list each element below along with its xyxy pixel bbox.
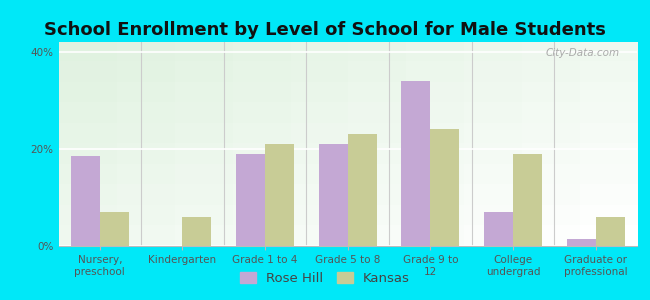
Bar <box>183 217 211 246</box>
Bar <box>402 81 430 246</box>
Bar <box>71 156 100 246</box>
Bar <box>318 144 348 246</box>
Bar <box>265 144 294 246</box>
Bar <box>236 154 265 246</box>
Bar <box>100 212 129 246</box>
Bar <box>430 129 460 246</box>
Bar <box>595 217 625 246</box>
Bar <box>348 134 377 246</box>
Legend: Rose Hill, Kansas: Rose Hill, Kansas <box>235 267 415 290</box>
Text: City-Data.com: City-Data.com <box>545 48 619 58</box>
Bar <box>484 212 513 246</box>
Text: School Enrollment by Level of School for Male Students: School Enrollment by Level of School for… <box>44 21 606 39</box>
Bar <box>513 154 542 246</box>
Bar <box>567 239 595 246</box>
